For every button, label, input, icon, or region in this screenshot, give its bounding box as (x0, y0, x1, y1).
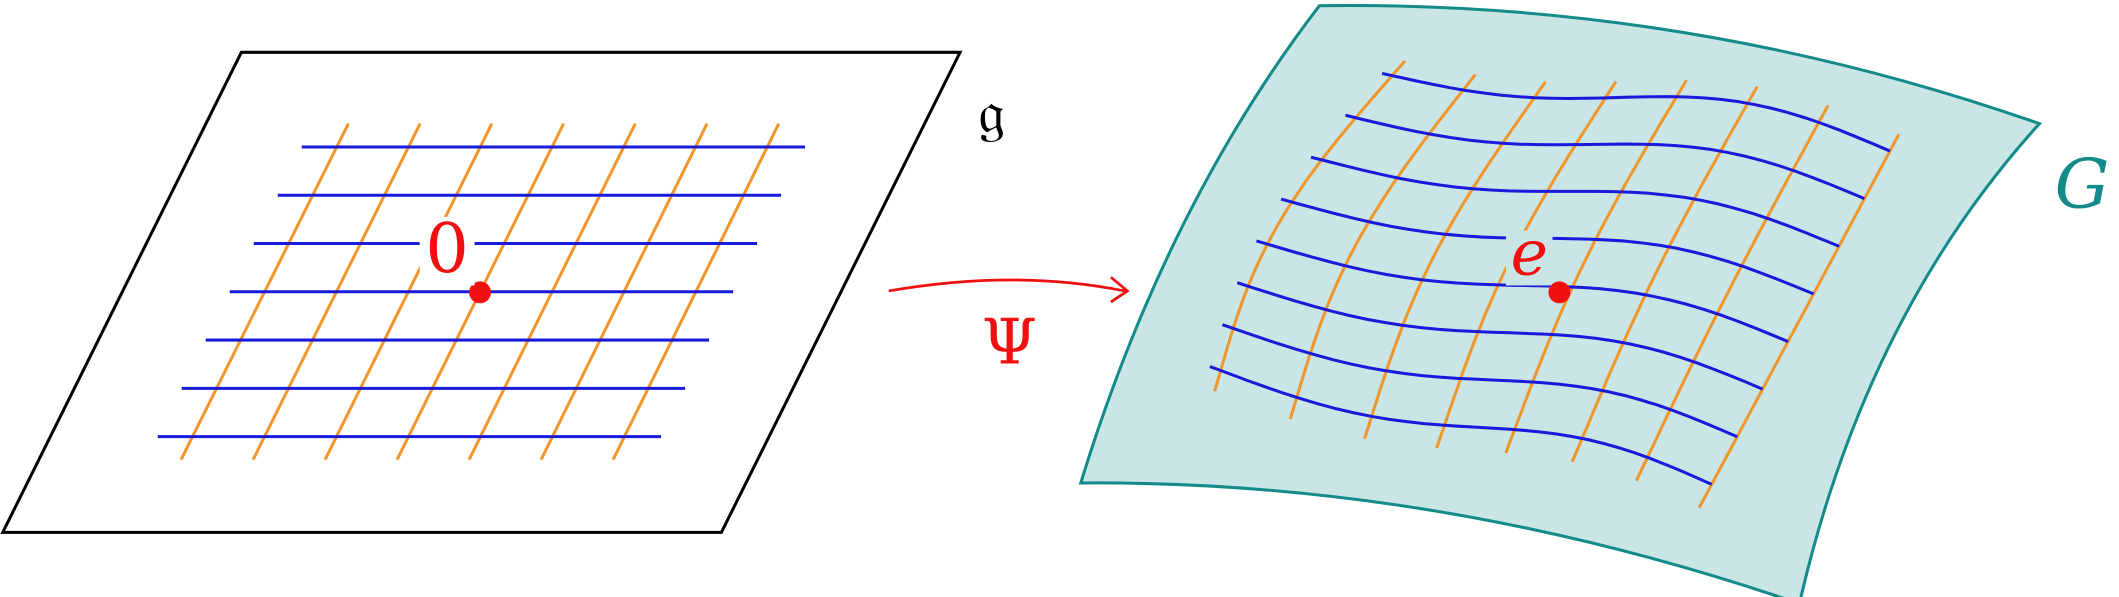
grid-line (1697, 133, 1901, 509)
grid-line (1280, 197, 1815, 296)
origin-label: 0 (425, 209, 469, 289)
identity-point (1548, 281, 1571, 304)
grid-line (1256, 239, 1789, 343)
grid-line (1236, 281, 1764, 391)
grid-line (1504, 79, 1688, 454)
map-label: Ψ (982, 305, 1037, 379)
group-label: G (2055, 144, 2110, 224)
grid-line (1381, 71, 1891, 153)
grid-line (1634, 104, 1830, 482)
identity-label: e (1511, 216, 1548, 290)
grid-line (1213, 59, 1407, 392)
curved-grid (1209, 59, 1901, 509)
label-backdrop (1505, 230, 1553, 286)
grid-line (1288, 73, 1477, 420)
lie-algebra-label: 𝔤 (978, 77, 1005, 147)
grid-line (1570, 85, 1759, 463)
grid-line (1209, 365, 1713, 486)
grid-line (1310, 155, 1840, 248)
origin-point (469, 281, 492, 304)
arrow-head (1110, 276, 1130, 304)
grid-line (1221, 323, 1738, 439)
lie-algebra-plane (0, 50, 963, 534)
grid-line (1363, 80, 1547, 440)
label-backdrop (419, 216, 475, 286)
grid-line (1345, 113, 1866, 201)
map-arrow (888, 278, 1125, 293)
